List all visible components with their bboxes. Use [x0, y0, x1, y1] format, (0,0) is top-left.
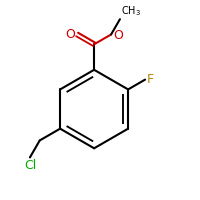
- Text: F: F: [147, 73, 154, 86]
- Text: O: O: [65, 28, 75, 41]
- Text: Cl: Cl: [24, 159, 36, 172]
- Text: CH$_3$: CH$_3$: [121, 4, 141, 18]
- Text: O: O: [113, 29, 123, 42]
